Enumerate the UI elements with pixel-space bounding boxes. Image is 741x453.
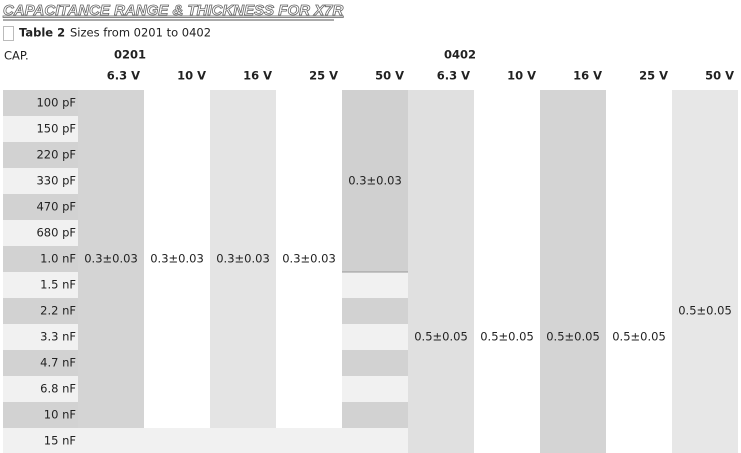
thickness-value: 0.3±0.03 (282, 252, 336, 266)
row-label: 100 pF (36, 96, 76, 110)
row-label: 470 pF (36, 200, 76, 214)
row-label-bg (3, 116, 78, 142)
row-label-bg (3, 350, 78, 376)
row-label-bg (3, 324, 78, 350)
row-label-bg (3, 298, 78, 324)
thickness-value: 0.3±0.03 (84, 252, 138, 266)
row-label: 10 nF (44, 408, 76, 422)
size-header: 0201 (114, 48, 146, 62)
empty-cell (342, 272, 408, 298)
row-label-bg (3, 428, 78, 453)
row-label: 220 pF (36, 148, 76, 162)
thickness-value: 0.3±0.03 (216, 252, 270, 266)
column-band (342, 90, 408, 272)
thickness-value: 0.3±0.03 (348, 174, 402, 188)
row-label: 3.3 nF (40, 330, 76, 344)
row-label: 6.8 nF (40, 382, 76, 396)
thickness-value: 0.5±0.05 (546, 330, 600, 344)
row-label-bg (3, 142, 78, 168)
voltage-header: 6.3 V (107, 69, 140, 83)
voltage-header: 16 V (573, 69, 602, 83)
caption-label: Table 2 (19, 26, 65, 40)
row-label-bg (3, 376, 78, 402)
row-label: 1.0 nF (40, 252, 76, 266)
row-label-bg (3, 402, 78, 428)
thickness-value: 0.5±0.05 (612, 330, 666, 344)
row-label: 4.7 nF (40, 356, 76, 370)
column-band (672, 90, 738, 453)
column-band (408, 90, 474, 453)
row-label: 15 nF (44, 434, 76, 448)
row-label: 330 pF (36, 174, 76, 188)
voltage-header: 10 V (507, 69, 536, 83)
row-label-bg (3, 220, 78, 246)
row-label-bg (3, 168, 78, 194)
row-label-bg (3, 90, 78, 116)
row-label-bg (3, 272, 78, 298)
voltage-header: 50 V (705, 69, 734, 83)
row-label-bg (3, 246, 78, 272)
voltage-header: 25 V (309, 69, 338, 83)
caption-box (3, 26, 14, 41)
voltage-header: 6.3 V (437, 69, 470, 83)
voltage-header: 16 V (243, 69, 272, 83)
voltage-header: 25 V (639, 69, 668, 83)
page-title: CAPACITANCE RANGE & THICKNESS FOR X7R (3, 2, 343, 19)
caption-text: Sizes from 0201 to 0402 (70, 26, 211, 40)
empty-cell (342, 350, 408, 376)
empty-row (78, 428, 408, 453)
row-label: 680 pF (36, 226, 76, 240)
thickness-value: 0.3±0.03 (150, 252, 204, 266)
row-label: 1.5 nF (40, 278, 76, 292)
empty-cell (342, 324, 408, 350)
column-band (144, 90, 210, 428)
column-band (474, 90, 540, 453)
voltage-header: 10 V (177, 69, 206, 83)
column-band (276, 90, 342, 428)
column-band (210, 90, 276, 428)
voltage-header: 50 V (375, 69, 404, 83)
thickness-value: 0.5±0.05 (414, 330, 468, 344)
empty-cell (342, 298, 408, 324)
column-band (540, 90, 606, 453)
row-label: 150 pF (36, 122, 76, 136)
empty-cell (342, 376, 408, 402)
column-band (78, 90, 144, 428)
cap-header: CAP. (4, 49, 29, 63)
column-band (606, 90, 672, 453)
row-label: 2.2 nF (40, 304, 76, 318)
size-header: 0402 (444, 48, 476, 62)
row-label-bg (3, 194, 78, 220)
empty-cell (342, 402, 408, 428)
thickness-value: 0.5±0.05 (480, 330, 534, 344)
thickness-value: 0.5±0.05 (678, 304, 732, 318)
